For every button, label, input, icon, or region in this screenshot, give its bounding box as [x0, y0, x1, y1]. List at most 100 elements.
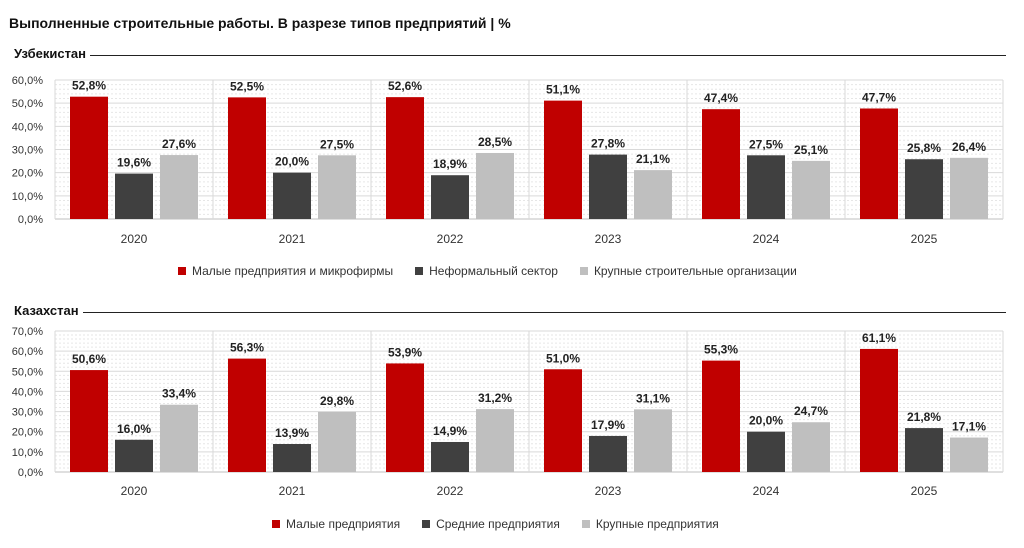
- data-label: 13,9%: [275, 426, 309, 440]
- chart-title: Выполненные строительные работы. В разре…: [9, 15, 511, 31]
- data-label: 17,9%: [591, 418, 625, 432]
- data-label: 52,6%: [388, 79, 422, 93]
- data-label: 51,0%: [546, 351, 580, 365]
- bar: [431, 441, 469, 472]
- data-label: 31,1%: [636, 391, 670, 405]
- bar: [160, 404, 198, 472]
- data-label: 61,1%: [862, 331, 896, 345]
- bar: [702, 360, 740, 472]
- data-label: 17,1%: [952, 420, 986, 434]
- y-tick-label: 20,0%: [12, 427, 43, 439]
- bar: [476, 409, 514, 472]
- data-label: 27,5%: [320, 137, 354, 151]
- x-tick-label: 2024: [753, 232, 780, 246]
- legend-item-small: Малые предприятия и микрофирмы: [178, 264, 393, 278]
- data-label: 20,0%: [275, 155, 309, 169]
- x-tick-label: 2024: [753, 484, 780, 498]
- legend-item-informal: Неформальный сектор: [415, 264, 558, 278]
- data-label: 55,3%: [704, 343, 738, 357]
- data-label: 27,5%: [749, 137, 783, 151]
- data-label: 53,9%: [388, 345, 422, 359]
- legend-kazakhstan: Малые предприятия Средние предприятия Кр…: [272, 517, 741, 531]
- bar: [747, 155, 785, 219]
- legend-item-small: Малые предприятия: [272, 517, 400, 531]
- y-tick-label: 0,0%: [18, 214, 43, 226]
- bar: [160, 155, 198, 219]
- bar: [950, 437, 988, 472]
- bar: [318, 411, 356, 472]
- bar: [905, 159, 943, 219]
- data-label: 16,0%: [117, 422, 151, 436]
- bar: [792, 160, 830, 219]
- x-tick-label: 2022: [437, 484, 464, 498]
- data-label: 31,2%: [478, 391, 512, 405]
- data-label: 47,4%: [704, 91, 738, 105]
- bar: [544, 369, 582, 472]
- legend-label: Крупные строительные организации: [593, 264, 797, 278]
- y-tick-label: 50,0%: [12, 98, 43, 110]
- data-label: 27,8%: [591, 137, 625, 151]
- data-label: 20,0%: [749, 414, 783, 428]
- bar: [228, 97, 266, 219]
- legend-label: Средние предприятия: [436, 517, 560, 531]
- data-label: 26,4%: [952, 140, 986, 154]
- bar: [70, 96, 108, 219]
- y-tick-label: 60,0%: [12, 75, 43, 87]
- legend-item-large: Крупные предприятия: [581, 517, 719, 531]
- data-label: 33,4%: [162, 387, 196, 401]
- x-tick-label: 2025: [911, 484, 938, 498]
- bar: [386, 363, 424, 472]
- section-label-kazakhstan: Казахстан: [14, 303, 83, 318]
- y-tick-label: 10,0%: [12, 447, 43, 459]
- bar: [476, 152, 514, 219]
- chart-uzbekistan: 0,0% 10,0% 20,0% 30,0% 40,0% 50,0% 60,0% 52,8% 1…: [12, 75, 1004, 246]
- bar: [634, 409, 672, 472]
- x-tick-label: 2023: [595, 232, 622, 246]
- y-tick-label: 30,0%: [12, 407, 43, 419]
- bar: [860, 108, 898, 219]
- data-label: 19,6%: [117, 156, 151, 170]
- data-label: 50,6%: [72, 352, 106, 366]
- legend-item-large: Крупные строительные организации: [579, 264, 797, 278]
- legend-swatch-grey: [579, 267, 588, 275]
- legend-label: Малые предприятия и микрофирмы: [192, 264, 394, 278]
- x-tick-label: 2025: [911, 232, 938, 246]
- data-label: 21,1%: [636, 152, 670, 166]
- bar: [589, 435, 627, 472]
- x-tick-label: 2020: [121, 484, 148, 498]
- bar: [273, 444, 311, 472]
- y-tick-label: 40,0%: [12, 386, 43, 398]
- data-label: 52,5%: [230, 79, 264, 93]
- y-tick-label: 0,0%: [18, 467, 43, 479]
- x-tick-label: 2021: [279, 232, 306, 246]
- data-label: 29,8%: [320, 394, 354, 408]
- x-tick-label: 2021: [279, 484, 306, 498]
- section-divider: [14, 312, 1006, 313]
- legend-swatch-dark: [422, 520, 431, 528]
- x-tick-label: 2022: [437, 232, 464, 246]
- chart-kazakhstan: 0,0% 10,0% 20,0% 30,0% 40,0% 50,0% 60,0% 70,0% 5…: [12, 326, 1004, 498]
- legend-swatch-dark: [415, 267, 424, 275]
- data-label: 25,1%: [794, 143, 828, 157]
- bar: [702, 109, 740, 219]
- legend-swatch-red: [178, 267, 186, 275]
- legend-uzbekistan: Малые предприятия и микрофирмы Неформаль…: [178, 264, 819, 278]
- bar: [273, 172, 311, 219]
- section-divider: [14, 55, 1006, 56]
- y-tick-label: 60,0%: [12, 346, 43, 358]
- bar: [860, 348, 898, 472]
- y-tick-label: 70,0%: [12, 326, 43, 338]
- legend-label: Неформальный сектор: [429, 264, 558, 278]
- legend-label: Малые предприятия: [286, 517, 401, 531]
- bar: [115, 173, 153, 219]
- bar: [431, 175, 469, 219]
- data-label: 24,7%: [794, 404, 828, 418]
- bar: [544, 100, 582, 219]
- data-label: 51,1%: [546, 83, 580, 97]
- x-tick-label: 2023: [595, 484, 622, 498]
- bar: [70, 370, 108, 472]
- data-label: 56,3%: [230, 341, 264, 355]
- data-label: 47,7%: [862, 90, 896, 104]
- y-tick-label: 10,0%: [12, 191, 43, 203]
- x-tick-label: 2020: [121, 232, 148, 246]
